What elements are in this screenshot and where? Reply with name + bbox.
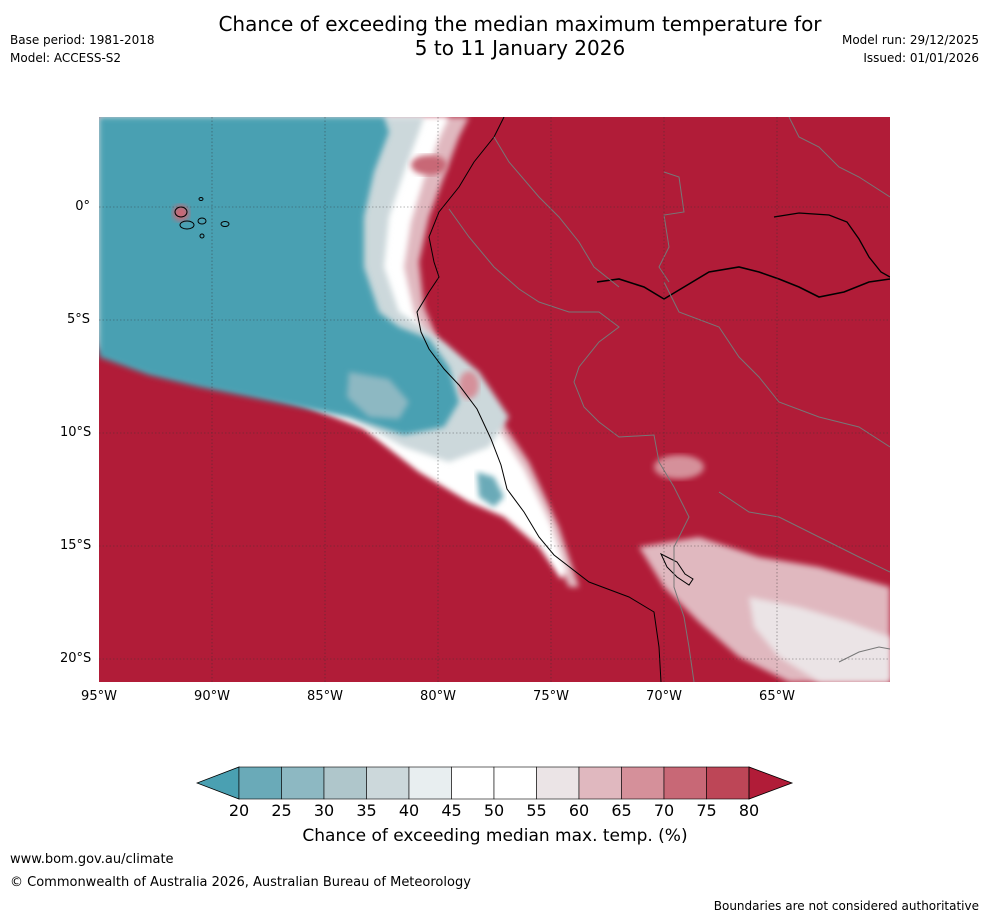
meta-right: Model run: 29/12/2025 Issued: 01/01/2026	[842, 31, 979, 67]
colorbar-tick-70: 70	[653, 801, 675, 820]
colorbar-tick-50: 50	[483, 801, 505, 820]
lon-label-65w: 65°W	[759, 689, 795, 704]
colorbar-tick-25: 25	[271, 801, 292, 820]
amazon-river	[596, 266, 890, 300]
title-line-2: 5 to 11 January 2026	[414, 36, 626, 60]
lon-label-80w: 80°W	[420, 689, 456, 704]
colorbar-segment	[578, 766, 622, 800]
colorbar-tick-35: 35	[356, 801, 377, 820]
model-run: Model run: 29/12/2025	[841, 33, 979, 47]
colorbar-tick-40: 40	[398, 801, 420, 820]
rio-negro	[773, 212, 890, 278]
inland-pale-spot	[654, 455, 704, 479]
colorbar-segment	[621, 766, 665, 800]
lat-label-0: 0°	[75, 199, 90, 214]
lat-label-20s: 20°S	[60, 651, 92, 666]
base-period: Base period: 1981-2018	[10, 33, 155, 47]
footer-disclaimer: Boundaries are not considered authoritat…	[713, 899, 979, 913]
model-name: Model: ACCESS-S2	[10, 51, 122, 65]
cool-core-teal	[99, 117, 459, 435]
warm-spot-1	[411, 155, 447, 175]
colorbar-title: Chance of exceeding median max. temp. (%…	[302, 826, 688, 846]
coastline	[416, 117, 662, 682]
colorbar-segment	[663, 766, 707, 800]
warm-spot-2	[459, 371, 479, 399]
colorbar-arrow-high	[748, 766, 794, 800]
colorbar-segment	[408, 766, 452, 800]
colorbar-tick-45: 45	[441, 801, 462, 820]
footer-copyright: © Commonwealth of Australia 2026, Austra…	[10, 875, 471, 890]
inland-white-area	[749, 597, 890, 682]
colorbar-segment	[323, 766, 367, 800]
graticule	[99, 117, 890, 682]
colorbar-arrow-low	[196, 766, 240, 800]
colorbar-tick-60: 60	[568, 801, 590, 820]
colorbar-segment	[493, 766, 537, 800]
colorbar-tick-75: 75	[696, 801, 717, 820]
colorbar-segment	[706, 766, 750, 800]
colorbar-segment	[238, 766, 282, 800]
colorbar-segment	[451, 766, 495, 800]
issued-date: Issued: 01/01/2026	[863, 51, 979, 65]
colorbar-segment	[366, 766, 410, 800]
colorbar-tick-55: 55	[526, 801, 547, 820]
lon-label-85w: 85°W	[307, 689, 343, 704]
lake-titicaca	[659, 552, 694, 586]
galapagos-islands	[174, 197, 230, 239]
cool-pocket	[347, 372, 409, 419]
lat-label-5s: 5°S	[66, 312, 90, 327]
lon-label-75w: 75°W	[533, 689, 569, 704]
lon-label-70w: 70°W	[646, 689, 682, 704]
title-line-1: Chance of exceeding the median maximum t…	[218, 12, 822, 36]
lon-label-90w: 90°W	[194, 689, 230, 704]
forecast-map	[99, 117, 890, 682]
colorbar-segment	[281, 766, 325, 800]
lat-label-15s: 15°S	[60, 538, 92, 553]
colorbar-segments	[196, 766, 794, 800]
colorbar	[196, 766, 794, 800]
lon-label-95w: 95°W	[81, 689, 117, 704]
map-title: Chance of exceeding the median maximum t…	[0, 12, 988, 60]
warm-spot-3	[173, 205, 189, 221]
colorbar-tick-65: 65	[611, 801, 632, 820]
colorbar-segment	[536, 766, 580, 800]
colorbar-tick-20: 20	[228, 801, 250, 820]
colorbar-tick-80: 80	[738, 801, 760, 820]
lat-label-10s: 10°S	[60, 425, 92, 440]
colorbar-tick-30: 30	[313, 801, 335, 820]
footer-url: www.bom.gov.au/climate	[10, 852, 174, 867]
meta-left: Base period: 1981-2018 Model: ACCESS-S2	[10, 31, 155, 67]
cool-pocket-south	[477, 472, 504, 507]
